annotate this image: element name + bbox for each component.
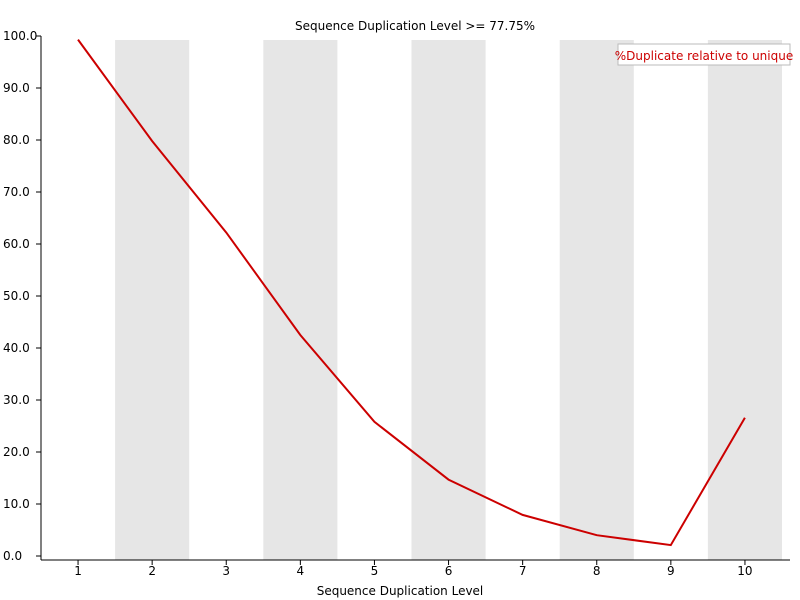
x-tick-label: 1 [74,564,82,578]
x-tick-label: 8 [593,564,601,578]
x-tick-label: 2 [148,564,156,578]
axes [40,36,790,561]
y-tick-label: 50.0 [3,289,30,303]
series-line [77,39,746,547]
grid-bands [115,40,782,560]
x-tick-label: 3 [222,564,230,578]
y-tick-label: 60.0 [3,237,30,251]
x-tick-label: 4 [297,564,305,578]
grid-band [411,40,486,560]
legend: %Duplicate relative to unique [615,43,793,66]
x-ticks: 1 2 3 4 5 6 7 8 9 10 [74,560,753,578]
y-tick-label: 70.0 [3,185,30,199]
legend-box [617,43,791,66]
y-ticks: 0.0 10.0 20.0 30.0 40.0 50.0 60.0 70.0 80.0 90.0 1… [3,29,41,563]
grid-band [559,40,634,560]
grid-band [115,40,190,560]
x-tick-label: 10 [737,564,752,578]
y-tick-label: 90.0 [3,81,30,95]
x-tick-label: 6 [445,564,453,578]
y-tick-label: 10.0 [3,497,30,511]
y-tick-label: 80.0 [3,133,30,147]
x-tick-label: 7 [519,564,527,578]
y-tick-label: 20.0 [3,445,30,459]
y-tick-label: 30.0 [3,393,30,407]
x-tick-label: 5 [371,564,379,578]
x-axis-label: Sequence Duplication Level [317,584,484,598]
series [77,39,746,547]
chart-title: Sequence Duplication Level >= 77.75% [295,19,535,33]
y-tick-label: 100.0 [3,29,37,43]
legend-entry: %Duplicate relative to unique [615,49,793,63]
y-tick-label: 40.0 [3,341,30,355]
grid-band [707,40,782,560]
x-tick-label: 9 [667,564,675,578]
y-tick-label: 0.0 [3,549,22,563]
